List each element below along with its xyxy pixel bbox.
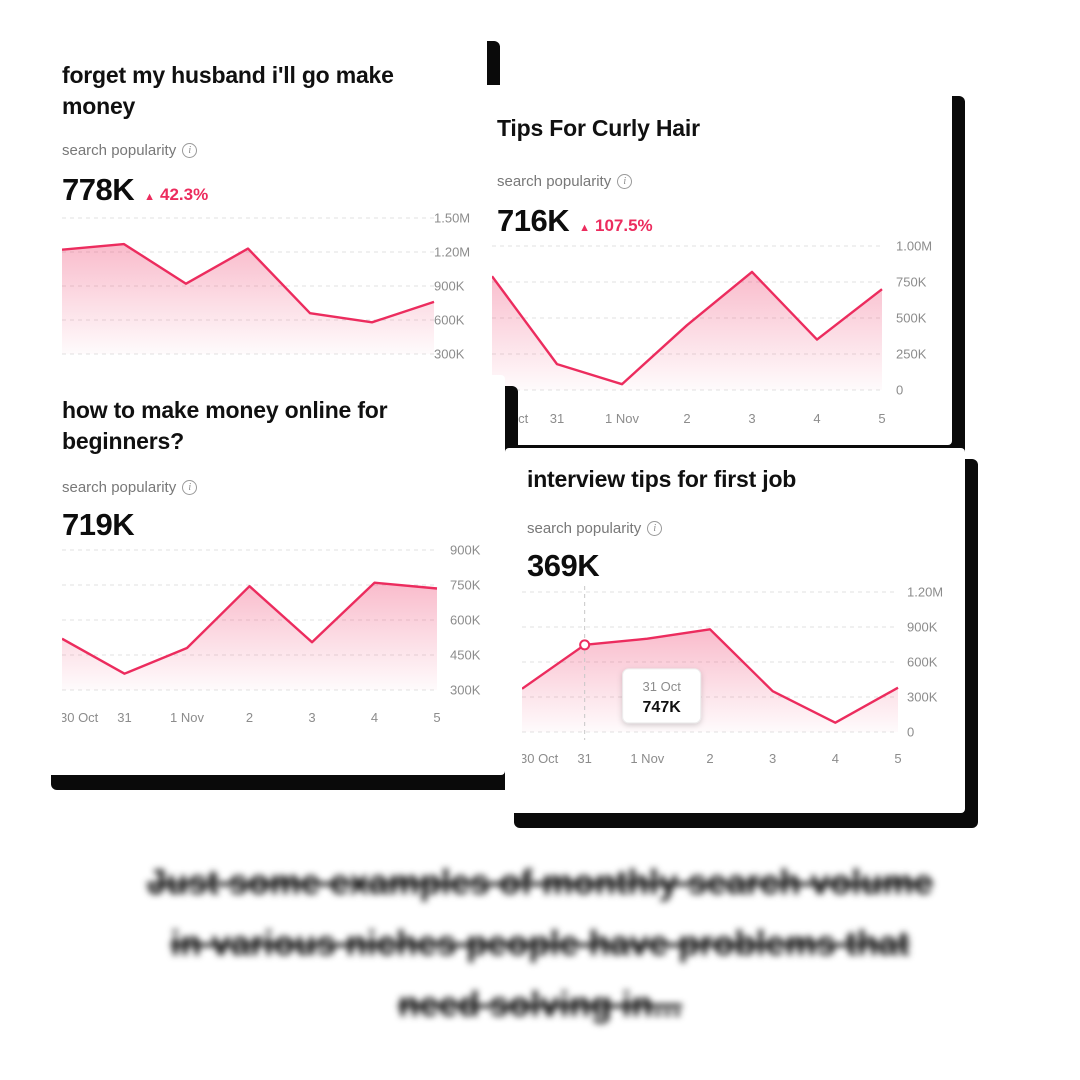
series-line bbox=[492, 270, 883, 386]
x-tick-label: 1 Nov bbox=[605, 411, 639, 426]
x-tick-label: 5 bbox=[894, 751, 901, 766]
x-tick-label: 31 bbox=[577, 751, 591, 766]
info-icon[interactable]: i bbox=[647, 521, 663, 536]
y-tick-label: 500K bbox=[896, 311, 927, 326]
area-fill bbox=[62, 244, 434, 354]
series-line bbox=[62, 581, 438, 675]
value-row: 719K ▲ bbox=[62, 507, 135, 543]
metric-value: 719K bbox=[62, 507, 135, 542]
card-title: how to make money online for beginners? bbox=[62, 397, 388, 454]
y-tick-label: 600K bbox=[907, 655, 938, 670]
metric-label-row: search popularity i bbox=[62, 479, 198, 496]
y-tick-label: 1.20M bbox=[907, 585, 943, 600]
area-fill bbox=[522, 629, 898, 732]
metric-label: search popularity bbox=[62, 142, 177, 159]
y-tick-label: 0 bbox=[907, 725, 914, 740]
caption-line: in various niches people have problems t… bbox=[170, 924, 910, 963]
caption-text: Just some examples of monthly search vol… bbox=[0, 852, 1080, 1035]
x-tick-label: 4 bbox=[813, 411, 820, 426]
metric-value: 778K bbox=[62, 172, 135, 207]
trend-card: Tips For Curly Hair search popularity i … bbox=[475, 85, 952, 445]
delta-badge: ▲ 42.3% bbox=[144, 185, 208, 205]
y-tick-label: 1.20M bbox=[434, 245, 470, 260]
card-title: interview tips for first job bbox=[527, 466, 797, 492]
y-tick-label: 750K bbox=[896, 275, 927, 290]
y-tick-label: 450K bbox=[450, 648, 481, 663]
x-tick-label: 30 Oct bbox=[522, 751, 559, 766]
x-tick-label: 3 bbox=[308, 710, 315, 725]
x-tick-label: 3 bbox=[769, 751, 776, 766]
y-tick-label: 900K bbox=[434, 279, 465, 294]
y-tick-label: 750K bbox=[450, 578, 481, 593]
metric-label-row: search popularity i bbox=[62, 142, 198, 159]
trend-chart: 900K 750K 600K 450K 300K 30 Oct 31 1 Nov 2 3 4 5 bbox=[62, 543, 481, 725]
metric-value: 369K bbox=[527, 548, 600, 583]
delta-badge: ▲ 107.5% bbox=[579, 216, 653, 236]
x-tick-label: 4 bbox=[832, 751, 839, 766]
trend-chart: 1.50M 1.20M 900K 600K 300K bbox=[62, 211, 470, 362]
x-tick-label: 4 bbox=[371, 710, 378, 725]
info-icon[interactable]: i bbox=[617, 174, 633, 189]
x-tick-label: 30 Oct bbox=[62, 710, 99, 725]
marker-point[interactable] bbox=[579, 639, 591, 651]
area-fill bbox=[62, 582, 437, 690]
delta-up-icon: ▲ bbox=[144, 191, 155, 203]
y-tick-label: 900K bbox=[907, 620, 938, 635]
y-tick-label: 900K bbox=[450, 543, 481, 558]
y-tick-label: 1.50M bbox=[434, 211, 470, 226]
metric-label: search popularity bbox=[527, 520, 642, 537]
y-tick-label: 600K bbox=[450, 613, 481, 628]
metric-value: 716K bbox=[497, 203, 570, 238]
metric-label-row: search popularity i bbox=[527, 520, 663, 537]
x-tick-label: 31 bbox=[117, 710, 131, 725]
x-tick-label: 5 bbox=[433, 710, 440, 725]
info-icon[interactable]: i bbox=[182, 480, 198, 495]
y-tick-label: 300K bbox=[434, 347, 465, 362]
y-tick-label: 250K bbox=[896, 347, 927, 362]
delta-up-icon: ▲ bbox=[579, 222, 590, 234]
x-tick-label: 5 bbox=[878, 411, 885, 426]
card-title: forget my husband i'll go make money bbox=[62, 62, 394, 119]
card-title: Tips For Curly Hair bbox=[497, 115, 700, 141]
x-tick-label: 2 bbox=[246, 710, 253, 725]
tooltip-date: 31 Oct bbox=[643, 679, 682, 694]
value-row: 716K ▲ 107.5% bbox=[497, 203, 653, 239]
x-tick-label: 3 bbox=[748, 411, 755, 426]
y-tick-label: 0 bbox=[896, 383, 903, 398]
caption-line: need solving in... bbox=[398, 985, 682, 1024]
y-tick-label: 600K bbox=[434, 313, 465, 328]
x-tick-label: 1 Nov bbox=[630, 751, 664, 766]
trend-card: how to make money online for beginners? … bbox=[42, 375, 505, 775]
x-tick-label: 2 bbox=[706, 751, 713, 766]
x-tick-label: 2 bbox=[683, 411, 690, 426]
x-tick-label: 31 bbox=[550, 411, 564, 426]
metric-label-row: search popularity i bbox=[497, 173, 633, 190]
caption-line: Just some examples of monthly search vol… bbox=[147, 863, 933, 902]
delta-value: 42.3% bbox=[160, 185, 209, 204]
series-line bbox=[62, 242, 435, 324]
y-tick-label: 300K bbox=[907, 690, 938, 705]
info-icon[interactable]: i bbox=[182, 143, 198, 158]
trend-card: interview tips for first job search popu… bbox=[505, 448, 965, 813]
tooltip-value: 747K bbox=[643, 699, 682, 716]
trend-card: forget my husband i'll go make money sea… bbox=[42, 30, 487, 422]
metric-label: search popularity bbox=[62, 479, 177, 496]
y-tick-label: 300K bbox=[450, 683, 481, 698]
area-fill bbox=[492, 271, 882, 390]
x-tick-label: 1 Nov bbox=[170, 710, 204, 725]
tooltip-box bbox=[622, 668, 702, 724]
delta-value: 107.5% bbox=[595, 216, 653, 235]
metric-label: search popularity bbox=[497, 173, 612, 190]
y-tick-label: 1.00M bbox=[896, 239, 932, 254]
value-row: 369K ▲ bbox=[527, 548, 600, 584]
trend-chart: 1.20M 900K 600K 300K 0 30 Oct 31 1 Nov 2 3 4 5 31 Oc… bbox=[522, 585, 943, 766]
value-row: 778K ▲ 42.3% bbox=[62, 172, 208, 208]
